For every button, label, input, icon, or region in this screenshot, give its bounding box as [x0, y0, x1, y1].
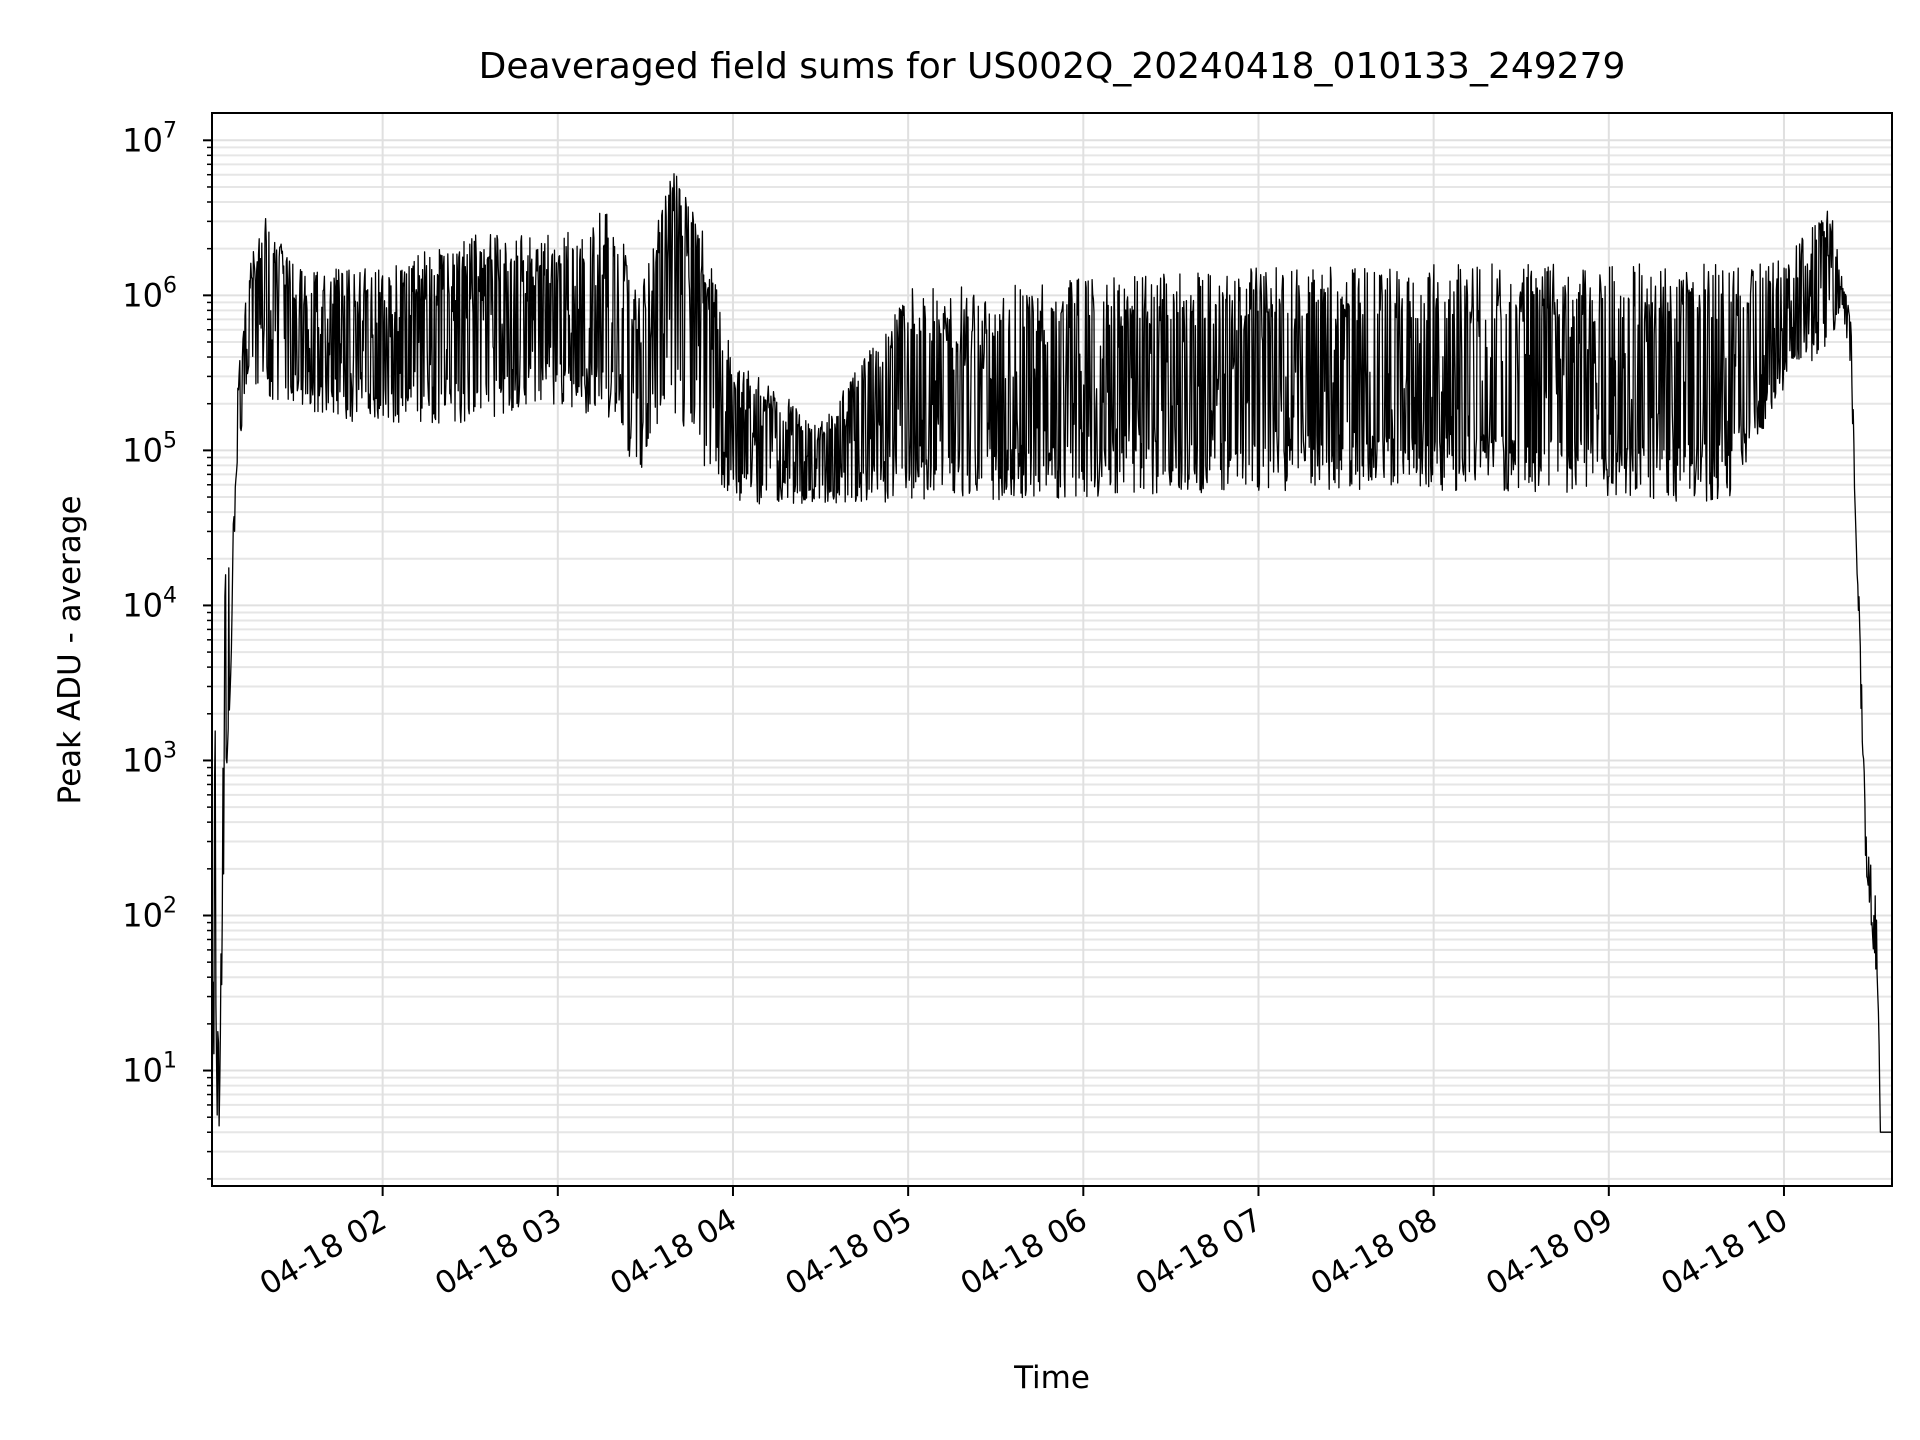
x-tick-label: 04-18 09	[1480, 1202, 1619, 1303]
series-layer	[211, 173, 1893, 1179]
x-tick-label: 04-18 02	[254, 1202, 393, 1303]
y-tick-label: 103	[122, 738, 177, 779]
y-tick-label: 105	[122, 428, 177, 469]
x-tick-label: 04-18 05	[779, 1202, 918, 1303]
x-tick-label: 04-18 03	[429, 1202, 568, 1303]
y-tick-label: 102	[122, 893, 177, 934]
x-tick-label: 04-18 07	[1130, 1202, 1269, 1303]
x-tick-label: 04-18 04	[604, 1202, 743, 1303]
plot-frame	[211, 112, 1893, 1187]
y-tick-label: 106	[122, 273, 177, 314]
y-axis-ticks: 101 102 103 104 105 106 107	[122, 118, 212, 1180]
x-axis-ticks: 04-18 02 04-18 03 04-18 04 04-18 05 04-18 06…	[254, 1186, 1794, 1303]
chart-title: Deaveraged field sums for US002Q_2024041…	[478, 46, 1626, 87]
x-axis-label: Time	[1014, 1360, 1090, 1396]
y-tick-label: 101	[122, 1049, 177, 1090]
x-tick-label: 04-18 06	[955, 1202, 1094, 1303]
series-line	[211, 173, 1893, 1179]
x-tick-label: 04-18 10	[1655, 1202, 1794, 1303]
y-tick-label: 104	[122, 583, 177, 624]
x-tick-label: 04-18 08	[1305, 1202, 1444, 1303]
y-tick-label: 107	[122, 118, 177, 159]
